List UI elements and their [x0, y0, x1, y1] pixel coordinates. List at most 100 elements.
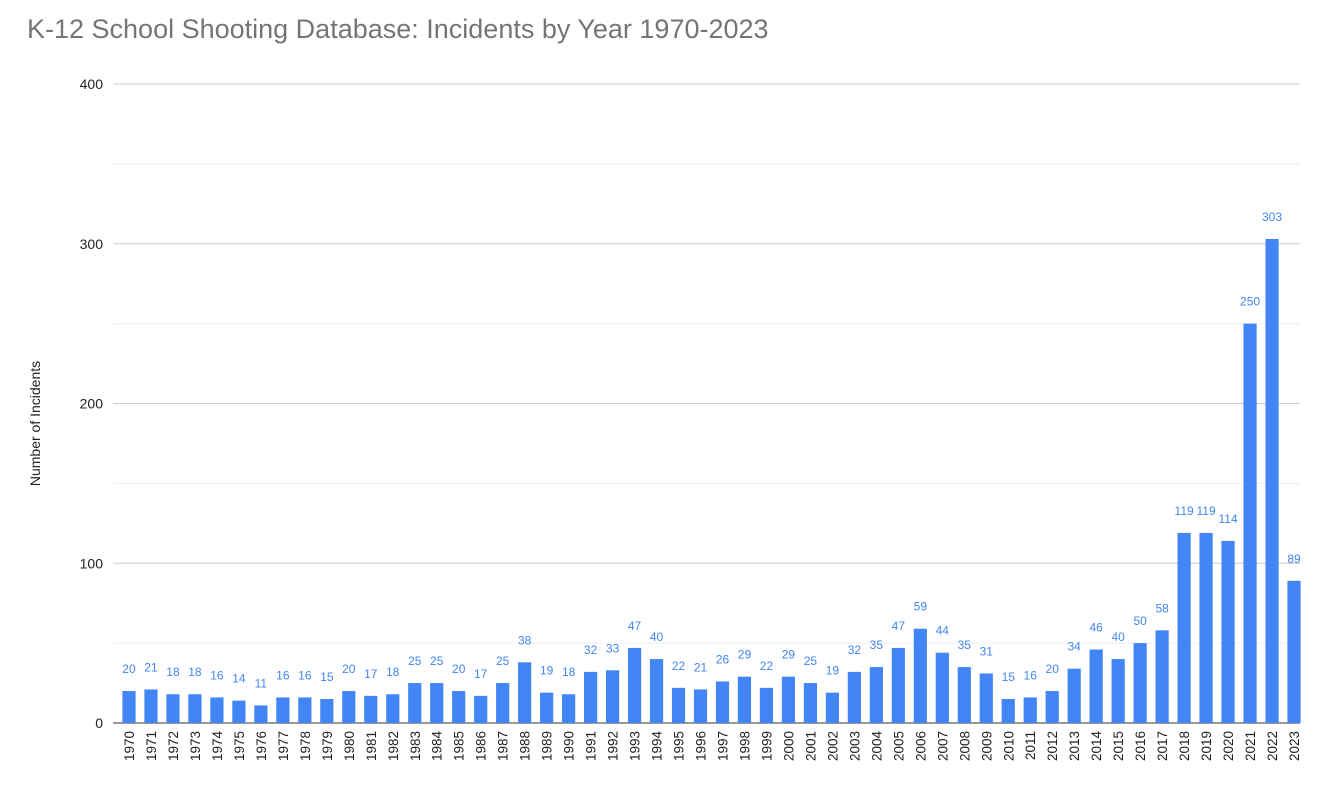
bar — [166, 694, 180, 723]
data-label: 16 — [298, 668, 312, 682]
x-tick-label: 2019 — [1199, 731, 1214, 761]
y-tick-label: 200 — [80, 396, 104, 412]
x-tick-label: 2013 — [1067, 731, 1082, 761]
data-label: 25 — [430, 654, 444, 668]
x-tick-label: 2000 — [781, 731, 796, 761]
data-label: 18 — [166, 665, 180, 679]
x-tick-label: 1978 — [298, 731, 313, 761]
x-tick-label: 1971 — [144, 731, 159, 761]
bar — [803, 683, 818, 723]
data-label: 17 — [364, 667, 378, 681]
bar — [1133, 643, 1147, 723]
data-label: 50 — [1133, 614, 1147, 628]
bar — [584, 671, 598, 723]
bar — [1023, 697, 1037, 723]
y-tick-label: 0 — [95, 715, 103, 731]
x-tick-label: 1991 — [584, 731, 599, 761]
bar — [605, 670, 620, 723]
bar — [298, 697, 312, 723]
data-label: 14 — [232, 672, 246, 686]
x-tick-label: 1983 — [408, 731, 423, 761]
x-tick-label: 2014 — [1089, 731, 1104, 762]
bar — [364, 695, 378, 723]
bar — [232, 700, 246, 723]
bar — [1067, 668, 1081, 723]
x-tick-label: 1993 — [628, 731, 643, 761]
bar — [891, 647, 905, 723]
bar — [276, 697, 290, 723]
data-label: 31 — [980, 644, 994, 658]
bar — [188, 694, 202, 723]
bar — [1045, 691, 1059, 723]
bar — [496, 683, 510, 723]
bar — [935, 652, 949, 723]
x-tick-label: 2002 — [825, 731, 840, 761]
x-tick-label: 2020 — [1221, 731, 1236, 761]
data-label: 22 — [672, 659, 686, 673]
x-tick-label: 1970 — [122, 731, 137, 761]
data-label: 46 — [1089, 621, 1103, 635]
x-tick-label: 1979 — [320, 731, 335, 761]
bar — [1001, 699, 1015, 723]
y-tick-label: 100 — [80, 555, 104, 571]
bar — [1155, 630, 1169, 723]
data-label: 17 — [474, 667, 488, 681]
data-label: 59 — [914, 600, 928, 614]
bar — [386, 694, 400, 723]
x-tick-label: 2018 — [1177, 731, 1192, 761]
bar — [693, 689, 708, 723]
bar — [957, 667, 971, 723]
data-label: 33 — [606, 641, 620, 655]
x-tick-label: 1975 — [232, 731, 247, 761]
bar — [1243, 323, 1257, 723]
bar — [869, 667, 883, 723]
data-label: 114 — [1218, 512, 1237, 526]
y-tick-label: 400 — [80, 76, 104, 92]
bar — [913, 628, 927, 723]
x-tick-label: 1985 — [452, 731, 467, 761]
data-label: 11 — [255, 676, 268, 690]
bar — [781, 676, 796, 723]
data-label: 18 — [562, 665, 576, 679]
data-label: 25 — [496, 654, 510, 668]
data-label: 47 — [892, 619, 906, 633]
x-tick-label: 2004 — [869, 731, 884, 762]
bar — [540, 692, 554, 723]
x-tick-label: 1989 — [540, 731, 555, 761]
x-tick-label: 1998 — [737, 731, 752, 761]
bar — [452, 691, 466, 723]
data-label: 25 — [408, 654, 422, 668]
x-tick-label: 1980 — [342, 731, 357, 761]
y-axis-title: Number of Incidents — [27, 361, 43, 486]
x-tick-label: 1999 — [759, 731, 774, 761]
x-tick-label: 2023 — [1287, 731, 1302, 761]
x-tick-label: 1982 — [386, 731, 401, 761]
bar — [1221, 540, 1235, 723]
data-label: 20 — [452, 662, 466, 676]
x-tick-label: 2022 — [1265, 731, 1280, 761]
bar — [320, 699, 334, 723]
data-label: 18 — [386, 665, 400, 679]
bar — [210, 697, 224, 723]
x-tick-label: 1972 — [166, 731, 181, 761]
x-tick-label: 1981 — [364, 731, 379, 761]
x-tick-label: 1977 — [276, 731, 291, 761]
x-tick-label: 2003 — [847, 731, 862, 761]
data-label: 32 — [584, 643, 598, 657]
bar — [671, 687, 686, 723]
bar — [474, 695, 488, 723]
data-label: 16 — [276, 668, 290, 682]
bar — [342, 691, 356, 723]
x-tick-label: 2017 — [1155, 731, 1170, 761]
bar — [825, 692, 839, 723]
x-tick-label: 1973 — [188, 731, 203, 761]
data-label: 19 — [540, 664, 554, 678]
bar — [144, 689, 158, 723]
data-label: 44 — [936, 624, 950, 638]
x-tick-label: 2006 — [913, 731, 928, 761]
bar — [979, 673, 993, 723]
x-tick-label: 2012 — [1045, 731, 1060, 761]
bar — [1111, 659, 1125, 723]
data-label: 29 — [738, 648, 752, 662]
